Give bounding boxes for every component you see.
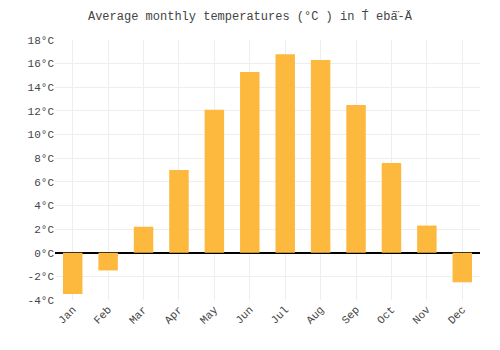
svg-text:May: May [198, 304, 221, 327]
svg-text:10°C: 10°C [28, 129, 55, 141]
svg-text:4°C: 4°C [34, 200, 54, 212]
svg-text:Jun: Jun [233, 304, 255, 326]
svg-text:Sep: Sep [340, 304, 362, 326]
svg-text:-2°C: -2°C [28, 271, 55, 283]
svg-text:8°C: 8°C [34, 153, 54, 165]
svg-text:18°C: 18°C [28, 35, 55, 47]
svg-text:14°C: 14°C [28, 82, 55, 94]
svg-text:Jan: Jan [56, 304, 78, 326]
svg-text:Mar: Mar [127, 304, 149, 326]
svg-text:Dec: Dec [446, 304, 468, 326]
svg-text:Oct: Oct [375, 304, 397, 326]
svg-text:Aug: Aug [304, 304, 326, 326]
svg-text:Jul: Jul [269, 304, 291, 326]
svg-text:Apr: Apr [162, 304, 184, 326]
svg-text:Nov: Nov [410, 304, 433, 327]
svg-text:6°C: 6°C [34, 177, 54, 189]
svg-text:12°C: 12°C [28, 106, 55, 118]
svg-text:16°C: 16°C [28, 58, 55, 70]
svg-text:Feb: Feb [92, 304, 114, 326]
svg-text:2°C: 2°C [34, 224, 54, 236]
svg-text:Average monthly temperatures (: Average monthly temperatures (°C ) in T́… [88, 9, 413, 24]
svg-text:0°C: 0°C [34, 248, 54, 260]
svg-text:-4°C: -4°C [28, 295, 55, 307]
